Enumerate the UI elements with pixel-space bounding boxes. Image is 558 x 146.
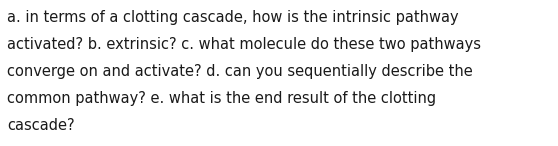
- Text: common pathway? e. what is the end result of the clotting: common pathway? e. what is the end resul…: [7, 91, 436, 106]
- Text: converge on and activate? d. can you sequentially describe the: converge on and activate? d. can you seq…: [7, 64, 473, 79]
- Text: activated? b. extrinsic? c. what molecule do these two pathways: activated? b. extrinsic? c. what molecul…: [7, 37, 481, 52]
- Text: cascade?: cascade?: [7, 118, 75, 133]
- Text: a. in terms of a clotting cascade, how is the intrinsic pathway: a. in terms of a clotting cascade, how i…: [7, 10, 459, 25]
